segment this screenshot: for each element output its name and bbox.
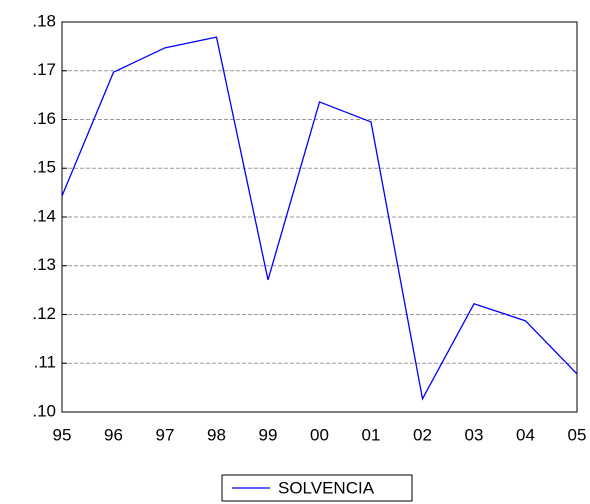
y-tick-label: .16 — [32, 109, 56, 128]
y-tick-label: .11 — [34, 353, 56, 372]
y-tick-label: .13 — [32, 255, 56, 274]
x-tick-label: 03 — [465, 425, 484, 444]
y-tick-label: .10 — [32, 401, 56, 420]
x-tick-label: 04 — [516, 425, 535, 444]
legend-label: SOLVENCIA — [278, 478, 375, 497]
x-tick-label: 97 — [156, 425, 175, 444]
x-tick-label: 05 — [568, 425, 587, 444]
x-tick-label: 95 — [53, 425, 72, 444]
y-tick-label: .12 — [32, 304, 56, 323]
y-tick-label: .14 — [32, 206, 56, 225]
y-tick-label: .17 — [32, 60, 56, 79]
legend-box — [221, 474, 413, 502]
x-tick-label: 02 — [413, 425, 432, 444]
x-tick-label: 96 — [104, 425, 123, 444]
x-tick-label: 01 — [362, 425, 381, 444]
y-tick-label: .15 — [32, 158, 56, 177]
x-tick-label: 99 — [259, 425, 278, 444]
plot-frame — [61, 21, 578, 413]
x-tick-label: 00 — [310, 425, 329, 444]
y-tick-label: .18 — [32, 11, 56, 30]
data-line — [61, 36, 578, 401]
x-tick-label: 98 — [207, 425, 226, 444]
